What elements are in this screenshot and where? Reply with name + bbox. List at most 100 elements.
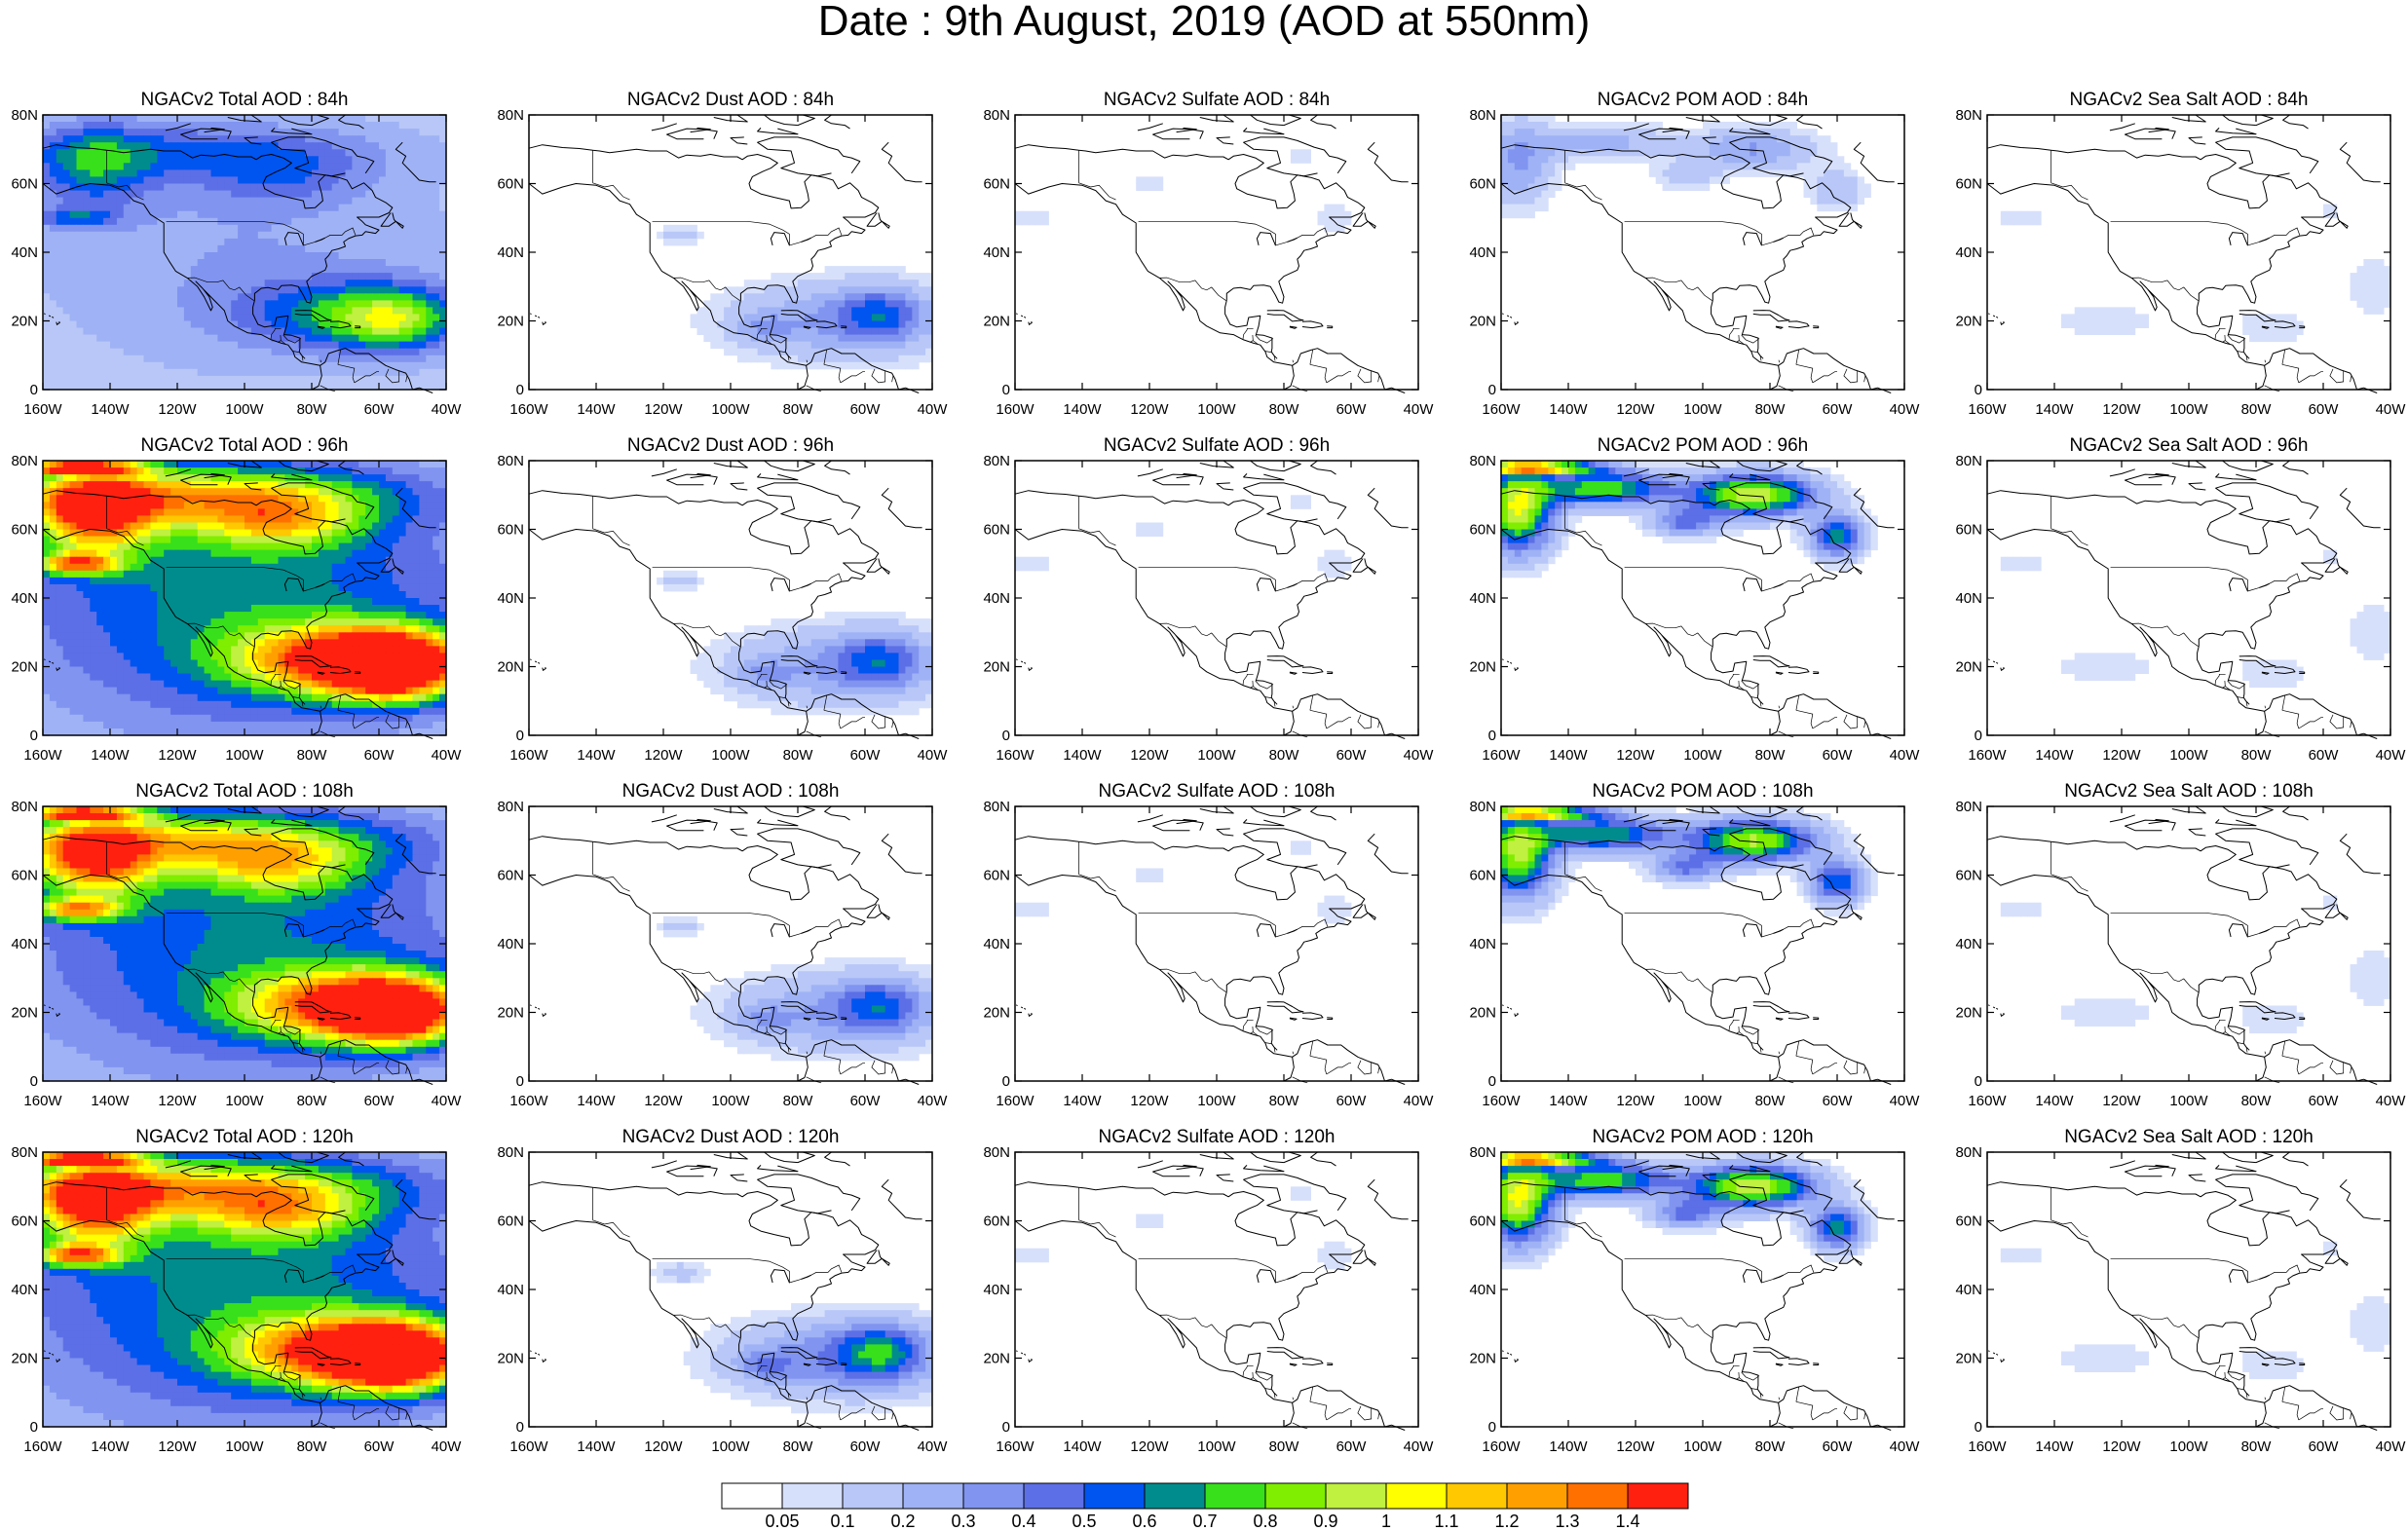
aod-cell (123, 508, 132, 516)
aod-cell (56, 341, 64, 350)
aod-cell (284, 570, 292, 579)
aod-cell (238, 238, 245, 246)
coastline (2255, 365, 2267, 391)
aod-cell (439, 542, 447, 551)
aod-cell (49, 252, 57, 260)
aod-cell (817, 273, 825, 280)
aod-cell (278, 142, 285, 150)
aod-cell (358, 515, 366, 523)
aod-cell (224, 169, 232, 177)
coastline (770, 232, 790, 246)
aod-cell (130, 156, 137, 164)
aod-cell (365, 375, 373, 384)
aod-cell (419, 467, 427, 475)
coastline (1787, 320, 1810, 329)
aod-cell (183, 570, 192, 579)
aod-cell (1601, 156, 1609, 164)
aod-cell (1622, 149, 1630, 157)
aod-cell (331, 515, 339, 523)
aod-cell (724, 341, 732, 350)
aod-cell (69, 190, 77, 199)
aod-cell (250, 481, 259, 489)
aod-cell (250, 231, 259, 240)
aod-cell (56, 529, 64, 537)
aod-cell (190, 183, 199, 191)
aod-cell (1850, 169, 1859, 177)
aod-cell (62, 129, 70, 136)
aod-cell (257, 474, 266, 482)
coastline (395, 141, 436, 183)
aod-cell (439, 210, 447, 219)
aod-cell (170, 122, 178, 130)
aod-cell (1548, 163, 1556, 170)
aod-cell (224, 495, 232, 503)
aod-cell (669, 231, 678, 240)
border (1863, 375, 1866, 383)
aod-cell (90, 252, 97, 260)
aod-cell (1669, 156, 1676, 164)
aod-cell (197, 293, 205, 301)
aod-cell (318, 135, 326, 143)
aod-cell (1149, 176, 1157, 184)
aod-cell (379, 115, 387, 123)
aod-cell (43, 368, 51, 377)
aod-cell (352, 556, 359, 565)
aod-cell (392, 293, 400, 301)
aod-cell (878, 280, 886, 287)
aod-cell (352, 382, 359, 391)
aod-cell (426, 508, 433, 516)
aod-cell (831, 273, 839, 280)
aod-cell (257, 549, 266, 558)
aod-cell (238, 320, 245, 328)
aod-cell (791, 286, 799, 294)
aod-cell (83, 529, 91, 537)
aod-cell (1682, 163, 1690, 170)
aod-cell (1736, 163, 1744, 170)
aod-cell (345, 259, 353, 267)
aod-cell (372, 502, 380, 509)
aod-cell (43, 529, 51, 537)
aod-cell (96, 307, 104, 315)
aod-cell (1756, 163, 1764, 170)
aod-cell (170, 577, 178, 585)
aod-cell (345, 210, 353, 219)
aod-cell (318, 115, 326, 123)
aod-cell (190, 169, 199, 177)
aod-cell (858, 286, 866, 294)
aod-cell (49, 307, 57, 315)
aod-cell (245, 300, 252, 308)
aod-cell (1837, 163, 1845, 170)
aod-cell (372, 549, 380, 558)
aod-cell (1514, 183, 1523, 191)
aod-cell (1783, 122, 1791, 130)
aod-cell (62, 273, 70, 280)
aod-cell (143, 252, 151, 260)
aod-cell (426, 115, 433, 123)
aod-cell (130, 183, 137, 191)
aod-field (657, 224, 933, 370)
aod-cell (56, 156, 64, 164)
aod-cell (150, 217, 158, 226)
border (1309, 363, 1328, 384)
aod-cell (1534, 176, 1542, 184)
aod-cell (210, 176, 218, 184)
aod-cell (190, 307, 199, 315)
coastline (2124, 128, 2176, 140)
aod-cell (1541, 142, 1549, 150)
aod-cell (352, 508, 359, 516)
aod-cell (83, 224, 91, 233)
aod-cell (1824, 176, 1831, 184)
aod-cell (177, 467, 185, 475)
aod-cell (379, 273, 387, 280)
aod-cell (49, 542, 57, 551)
aod-cell (157, 481, 165, 489)
aod-cell (1743, 129, 1750, 136)
aod-cell (1803, 163, 1811, 170)
aod-cell (257, 197, 266, 205)
aod-cell (143, 244, 151, 253)
aod-cell (130, 508, 137, 516)
aod-cell (123, 244, 132, 253)
aod-cell (69, 273, 77, 280)
aod-cell (150, 115, 158, 123)
aod-cell (164, 266, 171, 274)
